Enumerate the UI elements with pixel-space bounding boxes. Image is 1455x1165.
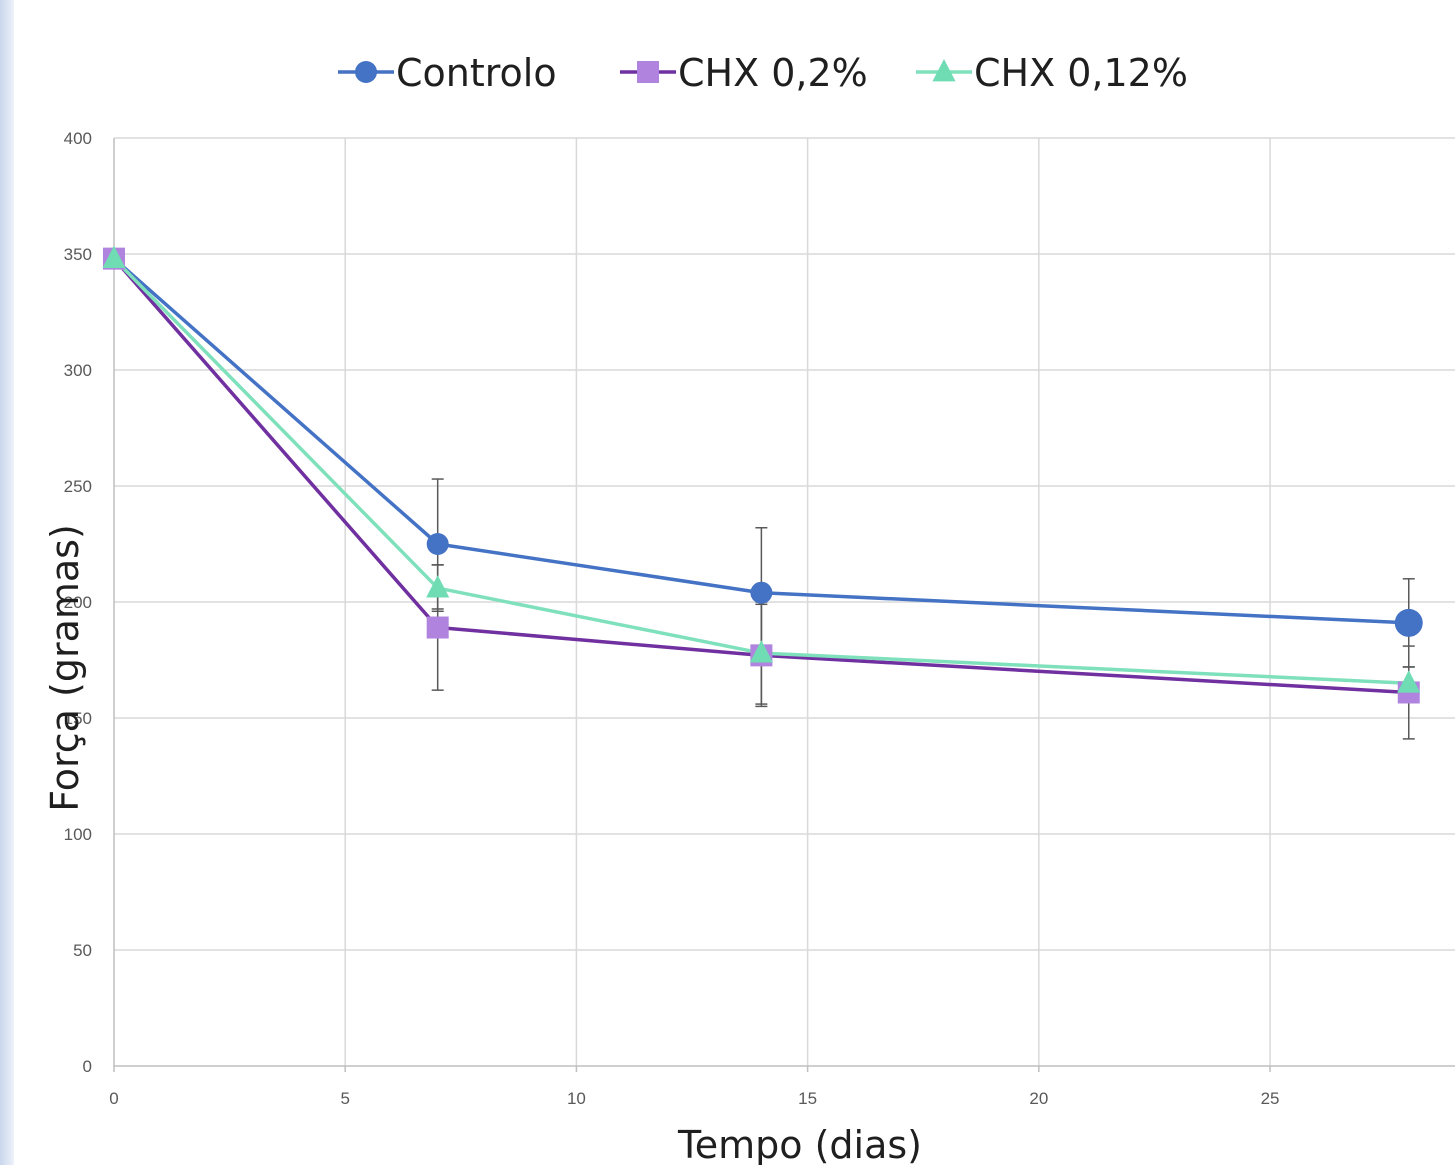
- data-point-2: [749, 640, 773, 663]
- y-tick-label: 350: [64, 245, 92, 264]
- y-tick-label: 150: [64, 709, 92, 728]
- data-point-2: [1397, 670, 1421, 693]
- series-line-0: [112, 257, 1409, 625]
- legend: Controlo CHX 0,2% CHX 0,12%: [338, 51, 1188, 95]
- y-tick-label: 250: [64, 477, 92, 496]
- data-point-0: [426, 533, 449, 555]
- y-tick-label: 400: [64, 129, 92, 148]
- x-axis-title: Tempo (dias): [677, 1123, 922, 1165]
- error-bars: [431, 478, 1415, 740]
- data-point-2: [102, 245, 126, 269]
- tick-labels: 0 50 100 150 200 250 300 350 400 0 5 10 15 20 25: [64, 129, 1280, 1108]
- legend-label: CHX 0,2%: [678, 51, 868, 95]
- series-line-1: [112, 257, 1409, 695]
- x-tick-label: 5: [340, 1089, 349, 1108]
- data-point-0: [750, 581, 773, 604]
- legend-marker: [355, 61, 377, 83]
- data-point-0: [1394, 608, 1423, 637]
- series-line-2: [112, 257, 1409, 685]
- x-tick-label: 0: [109, 1089, 118, 1108]
- chart-gridlines: [114, 137, 1455, 1066]
- data-point-2: [426, 575, 450, 598]
- legend-marker: [637, 61, 659, 83]
- chart-axes: [113, 138, 1455, 1072]
- series-markers: [102, 245, 1423, 704]
- y-tick-label: 0: [83, 1057, 92, 1076]
- series-lines: [112, 257, 1409, 695]
- y-tick-label: 300: [64, 361, 92, 380]
- y-tick-label: 50: [73, 941, 92, 960]
- window-edge-strip: [0, 0, 14, 1165]
- x-tick-label: 10: [567, 1089, 586, 1108]
- y-tick-label: 200: [64, 593, 92, 612]
- data-point-1: [426, 616, 449, 639]
- x-tick-label: 25: [1261, 1089, 1280, 1108]
- x-tick-label: 20: [1029, 1089, 1048, 1108]
- x-tick-label: 15: [798, 1089, 817, 1108]
- y-axis-title: Força (gramas): [43, 524, 87, 812]
- legend-label: CHX 0,12%: [974, 51, 1188, 95]
- legend-label: Controlo: [396, 51, 557, 95]
- y-tick-label: 100: [64, 825, 92, 844]
- legend-marker: [932, 59, 956, 82]
